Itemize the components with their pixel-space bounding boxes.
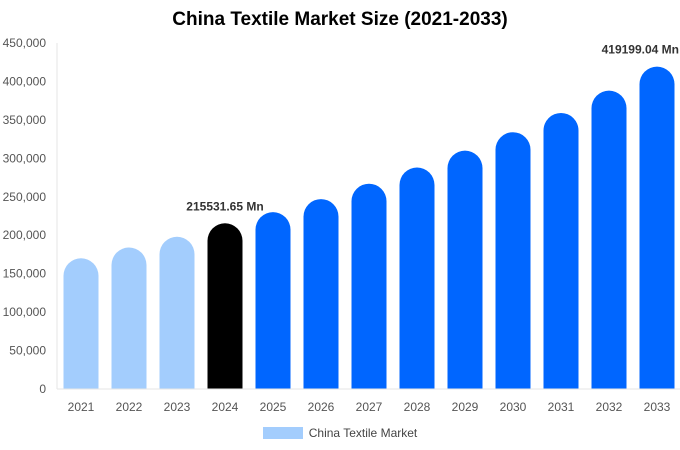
x-tick-label: 2028 <box>404 400 431 414</box>
bar-2022[interactable] <box>111 247 147 389</box>
data-label: 215531.65 Mn <box>186 199 263 213</box>
y-tick-label: 0 <box>39 382 46 396</box>
bar-2024[interactable] <box>207 223 243 389</box>
y-tick-label: 200,000 <box>3 228 47 242</box>
bar-2021[interactable] <box>63 258 99 389</box>
y-tick-label: 450,000 <box>3 36 47 50</box>
bar-2028[interactable] <box>399 167 435 389</box>
data-label: 419199.04 Mn <box>602 43 679 57</box>
x-tick-label: 2032 <box>596 400 623 414</box>
x-tick-label: 2025 <box>260 400 287 414</box>
y-tick-label: 300,000 <box>3 151 47 165</box>
x-tick-label: 2033 <box>644 400 671 414</box>
bar-2033[interactable] <box>639 66 675 389</box>
bar-2032[interactable] <box>591 90 627 389</box>
bar-2027[interactable] <box>351 183 387 389</box>
x-tick-label: 2027 <box>356 400 383 414</box>
legend-swatch <box>262 427 303 439</box>
bars <box>63 66 675 390</box>
bar-2029[interactable] <box>447 150 483 389</box>
x-axis: 2021 2022 2023 2024 2025 2026 2027 2028 2029 2030… <box>57 388 680 414</box>
x-tick-label: 2029 <box>452 400 479 414</box>
bar-2030[interactable] <box>495 132 531 390</box>
y-tick-label: 100,000 <box>3 305 47 319</box>
x-tick-label: 2023 <box>164 400 191 414</box>
y-tick-label: 250,000 <box>3 190 47 204</box>
y-tick-label: 50,000 <box>9 344 46 358</box>
legend-label: China Textile Market <box>308 426 418 440</box>
x-tick-label: 2030 <box>500 400 527 414</box>
annotations: 215531.65 Mn 419199.04 Mn <box>186 43 679 214</box>
y-axis: 0 50,000 100,000 150,000 200,000 250,000 300,0… <box>3 36 58 396</box>
chart-title: China Textile Market Size (2021-2033) <box>172 9 508 30</box>
bar-2023[interactable] <box>159 236 195 389</box>
bar-2026[interactable] <box>303 199 339 389</box>
y-tick-label: 400,000 <box>3 74 47 88</box>
y-tick-label: 350,000 <box>3 113 47 127</box>
x-tick-label: 2031 <box>548 400 575 414</box>
bar-2031[interactable] <box>543 112 579 390</box>
x-tick-label: 2021 <box>68 400 95 414</box>
bar-2025[interactable] <box>255 212 291 389</box>
x-tick-label: 2024 <box>212 400 239 414</box>
y-tick-label: 150,000 <box>3 267 47 281</box>
x-tick-label: 2022 <box>116 400 143 414</box>
legend[interactable]: China Textile Market <box>0 426 680 440</box>
x-tick-label: 2026 <box>308 400 335 414</box>
